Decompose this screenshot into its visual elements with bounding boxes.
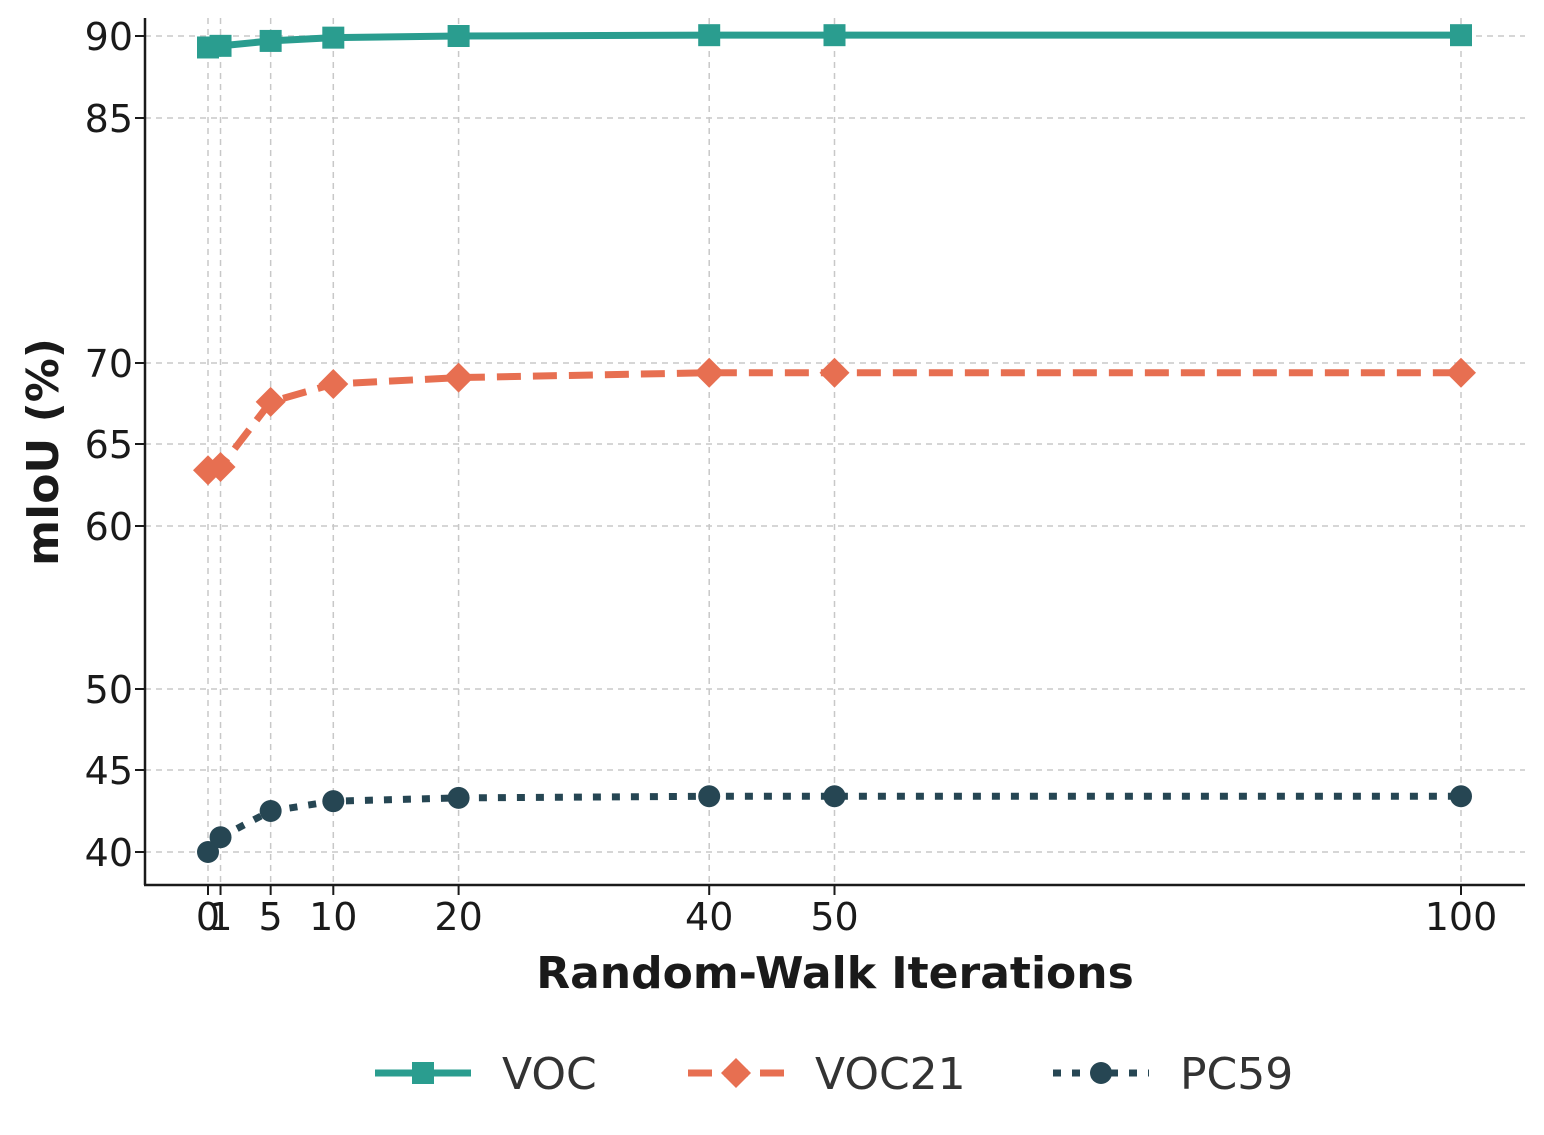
data-point-voc21 — [694, 357, 725, 388]
data-point-voc21 — [205, 451, 236, 482]
data-point-voc — [209, 34, 232, 57]
legend-marker-voc — [412, 1062, 434, 1084]
y-tick-label: 65 — [85, 423, 133, 467]
x-tick-label: 0 — [196, 895, 220, 939]
data-point-pc59 — [322, 790, 345, 813]
data-point-pc59 — [209, 826, 232, 849]
legend-label-voc: VOC — [502, 1049, 597, 1100]
data-point-voc — [259, 29, 282, 52]
x-tick-label: 100 — [1425, 895, 1498, 939]
y-tick-label: 40 — [85, 831, 133, 875]
data-point-voc21 — [1446, 357, 1476, 388]
y-tick-label: 50 — [85, 668, 133, 712]
grid — [145, 18, 1525, 885]
y-axis-title: mIoU (%) — [18, 338, 69, 566]
data-point-pc59 — [197, 841, 219, 863]
data-point-pc59 — [447, 786, 470, 809]
data-point-voc — [447, 25, 470, 47]
axes — [135, 18, 1525, 895]
tick-labels: 40 45 50 60 65 70 85 90 01 5 10 20 40 50 100 — [85, 15, 1498, 939]
y-tick-label: 60 — [85, 505, 133, 549]
data-point-voc21 — [318, 369, 349, 400]
legend-label-voc21: VOC21 — [815, 1049, 966, 1100]
data-point-voc21 — [255, 386, 286, 417]
data-point-pc59 — [698, 785, 721, 808]
data-point-voc — [322, 26, 345, 49]
data-point-pc59 — [1450, 785, 1472, 808]
data-point-voc21 — [819, 357, 850, 388]
x-tick-label: 20 — [434, 895, 482, 939]
x-axis-title: Random-Walk Iterations — [536, 948, 1134, 999]
legend: VOC VOC21 PC59 — [375, 1049, 1293, 1100]
data-point-voc — [1450, 24, 1472, 47]
y-tick-label: 45 — [85, 749, 133, 793]
x-tick-label: 50 — [810, 895, 858, 939]
data-point-pc59 — [259, 800, 282, 822]
y-tick-label: 85 — [85, 97, 133, 141]
series-pc59 — [197, 785, 1472, 863]
series-voc — [197, 24, 1472, 59]
x-tick-label: 10 — [309, 895, 357, 939]
series-voc21 — [193, 357, 1476, 486]
legend-marker-voc21 — [721, 1058, 751, 1088]
x-tick-label: 1 — [208, 895, 232, 939]
legend-label-pc59: PC59 — [1180, 1049, 1293, 1100]
data-point-voc — [698, 24, 721, 47]
series-line-voc21 — [207, 369, 1461, 474]
legend-item-voc21: VOC21 — [688, 1049, 966, 1100]
data-point-voc — [823, 24, 846, 47]
x-tick-label: 40 — [685, 895, 733, 939]
legend-item-voc: VOC — [375, 1049, 597, 1100]
x-tick-label: 5 — [259, 895, 283, 939]
data-point-pc59 — [823, 785, 846, 808]
series-group — [193, 24, 1476, 863]
data-point-voc21 — [443, 362, 474, 393]
y-tick-label: 70 — [85, 342, 133, 386]
y-tick-label: 90 — [85, 15, 133, 59]
legend-item-pc59: PC59 — [1053, 1049, 1293, 1100]
legend-marker-pc59 — [1090, 1062, 1112, 1084]
